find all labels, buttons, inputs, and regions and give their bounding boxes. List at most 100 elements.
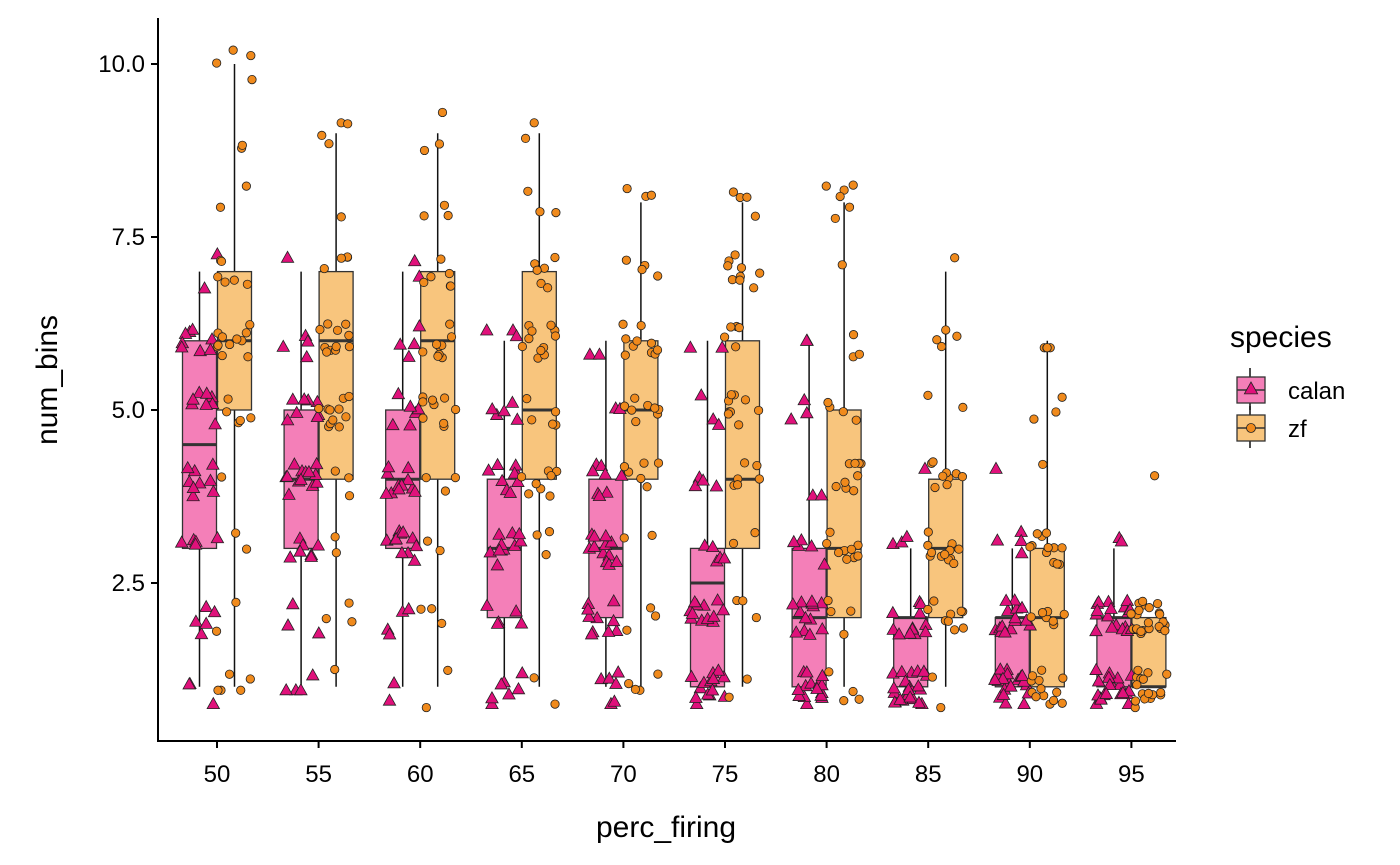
point-zf	[451, 404, 461, 415]
point-calan	[1114, 534, 1129, 547]
point-zf	[1042, 343, 1052, 353]
point-calan	[381, 459, 396, 473]
point-calan	[515, 665, 530, 679]
point-zf	[532, 265, 542, 275]
point-calan	[401, 472, 415, 486]
x-tick-label: 60	[407, 761, 434, 788]
point-zf	[619, 462, 630, 472]
point-calan	[403, 418, 417, 431]
legend: species calan zf	[1230, 321, 1345, 448]
point-zf	[631, 416, 641, 427]
point-calan	[1003, 679, 1018, 692]
point-calan	[609, 676, 623, 689]
point-zf	[546, 471, 556, 481]
point-zf	[434, 139, 445, 149]
point-calan	[684, 669, 699, 682]
point-calan	[706, 412, 721, 425]
point-zf	[755, 268, 765, 278]
point-calan	[791, 682, 806, 695]
point-zf	[645, 603, 656, 613]
point-zf	[241, 181, 251, 191]
point-calan	[402, 349, 416, 362]
point-calan	[717, 551, 732, 564]
point-zf	[247, 75, 257, 85]
point-calan	[189, 614, 203, 627]
point-zf	[1133, 665, 1143, 675]
point-zf	[529, 118, 539, 128]
x-tick-label: 65	[508, 761, 535, 788]
point-calan	[208, 416, 222, 430]
point-calan	[794, 595, 809, 608]
point-zf	[726, 390, 736, 400]
point-calan	[611, 665, 626, 678]
point-calan	[205, 457, 220, 470]
point-zf	[956, 606, 966, 616]
box-zf-55	[318, 270, 354, 480]
point-zf	[217, 472, 227, 482]
point-calan	[294, 472, 308, 485]
point-zf	[1144, 603, 1154, 613]
point-calan	[497, 403, 511, 417]
point-zf	[1126, 609, 1136, 619]
point-zf	[619, 401, 630, 411]
point-zf	[728, 187, 739, 197]
point-calan	[485, 691, 499, 704]
point-zf	[443, 665, 453, 675]
point-calan	[799, 405, 814, 419]
point-zf	[728, 538, 739, 549]
point-calan	[805, 488, 820, 501]
point-zf	[314, 403, 324, 414]
point-zf	[1058, 673, 1068, 683]
point-calan	[492, 527, 506, 540]
jitter-points-layer	[174, 45, 1172, 713]
point-zf	[344, 598, 354, 608]
point-calan	[1116, 685, 1130, 699]
point-zf	[324, 139, 334, 149]
point-calan	[998, 625, 1012, 638]
point-zf	[652, 345, 663, 355]
point-calan	[913, 606, 927, 619]
point-zf	[825, 527, 835, 537]
point-calan	[786, 534, 801, 548]
point-zf	[416, 604, 426, 614]
point-calan	[799, 333, 814, 346]
point-zf	[334, 404, 344, 414]
point-zf	[850, 458, 860, 468]
point-zf	[720, 332, 730, 342]
point-zf	[639, 458, 649, 468]
point-zf	[739, 458, 750, 468]
point-zf	[923, 604, 933, 615]
point-calan	[989, 461, 1003, 474]
point-calan	[892, 627, 906, 640]
x-tick-label: 50	[204, 761, 231, 788]
point-calan	[513, 534, 528, 547]
point-zf	[246, 50, 256, 61]
point-zf	[523, 186, 533, 196]
point-zf	[940, 549, 950, 559]
point-calan	[582, 609, 596, 622]
point-calan	[407, 253, 422, 267]
point-zf	[321, 613, 331, 624]
point-zf	[821, 181, 831, 191]
point-zf	[1057, 698, 1067, 708]
point-calan	[601, 624, 616, 637]
point-calan	[1104, 601, 1118, 614]
point-zf	[849, 486, 859, 496]
point-calan	[689, 696, 704, 710]
point-calan	[207, 604, 222, 618]
point-calan	[810, 681, 824, 694]
point-zf	[848, 686, 858, 697]
point-zf	[546, 320, 556, 330]
point-zf	[740, 395, 751, 405]
point-calan	[310, 409, 325, 423]
point-zf	[1130, 696, 1141, 706]
point-zf	[1026, 612, 1036, 622]
point-zf	[322, 347, 332, 357]
point-zf	[343, 119, 353, 129]
point-calan	[1100, 609, 1115, 622]
point-zf	[620, 350, 630, 360]
point-calan	[996, 671, 1010, 684]
point-calan	[604, 535, 619, 548]
point-calan	[403, 399, 418, 412]
plot-area	[174, 45, 1172, 713]
